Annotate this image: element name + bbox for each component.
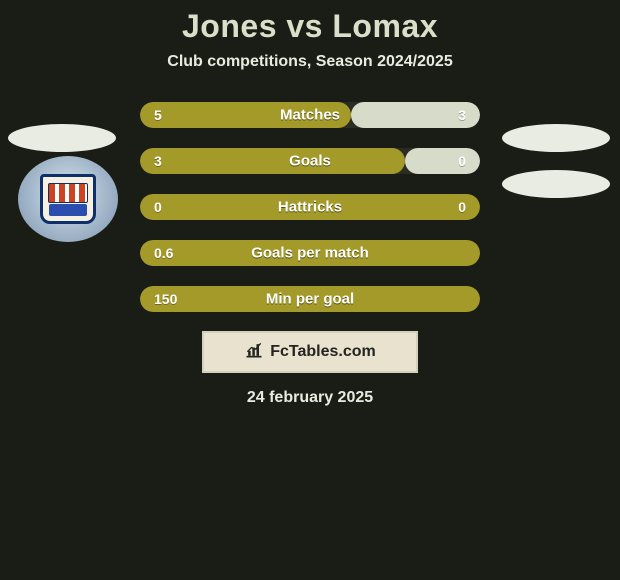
stat-left-value: 150 xyxy=(154,291,177,307)
page-title: Jones vs Lomax xyxy=(0,8,620,45)
stat-row: 5 3 Matches xyxy=(0,101,620,129)
stat-left-value: 3 xyxy=(154,153,162,169)
stat-right-value: 0 xyxy=(458,199,466,215)
stat-right-value: 0 xyxy=(458,153,466,169)
bar-track: 150 Min per goal xyxy=(140,286,480,312)
stat-left-value: 0.6 xyxy=(154,245,173,261)
date-text: 24 february 2025 xyxy=(0,389,620,407)
stat-row: 3 0 Goals xyxy=(0,147,620,175)
stat-row: 0 0 Hattricks xyxy=(0,193,620,221)
bar-track: 0.6 Goals per match xyxy=(140,240,480,266)
stat-right-value: 3 xyxy=(458,107,466,123)
bar-right-fill xyxy=(405,148,480,174)
stat-label: Matches xyxy=(280,107,340,124)
stats-list: 5 3 Matches 3 0 Goals 0 0 Hattricks 0.6 Goals per … xyxy=(0,101,620,313)
stat-label: Goals xyxy=(289,153,331,170)
stat-label: Hattricks xyxy=(278,199,342,216)
stat-left-value: 0 xyxy=(154,199,162,215)
bar-track: 0 0 Hattricks xyxy=(140,194,480,220)
stat-left-value: 5 xyxy=(154,107,162,123)
chart-icon xyxy=(244,340,264,365)
page-subtitle: Club competitions, Season 2024/2025 xyxy=(0,53,620,71)
brand-text: FcTables.com xyxy=(270,343,376,361)
bar-left-fill xyxy=(140,148,405,174)
bar-track: 5 3 Matches xyxy=(140,102,480,128)
stat-row: 150 Min per goal xyxy=(0,285,620,313)
stat-row: 0.6 Goals per match xyxy=(0,239,620,267)
bar-track: 3 0 Goals xyxy=(140,148,480,174)
stat-label: Goals per match xyxy=(251,245,369,262)
brand-box: FcTables.com xyxy=(202,331,418,373)
stat-label: Min per goal xyxy=(266,291,354,308)
